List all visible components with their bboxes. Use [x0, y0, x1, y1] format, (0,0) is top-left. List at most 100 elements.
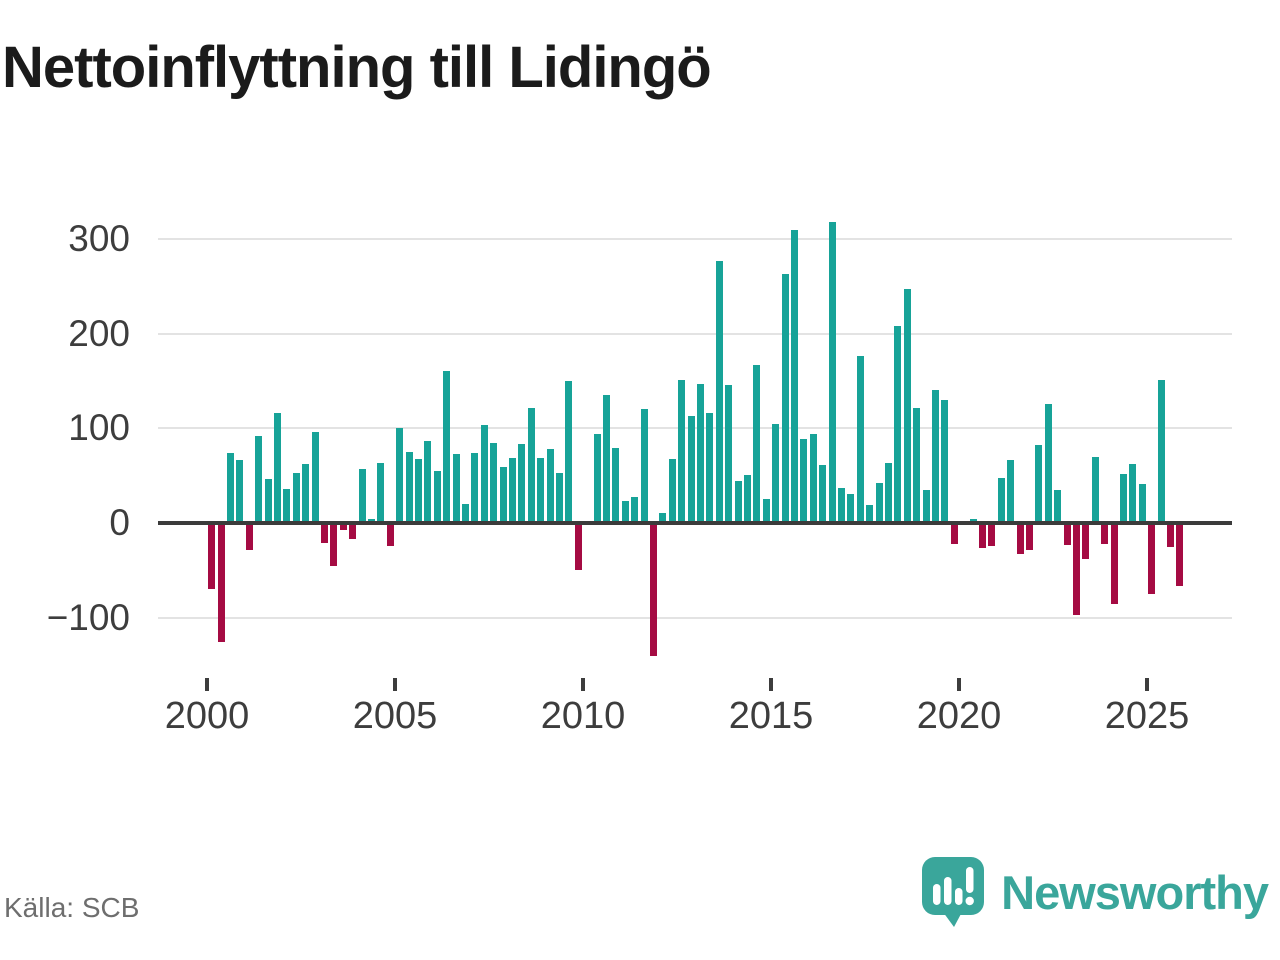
x-tick-2000: [205, 678, 209, 691]
bar-2009-Q4: [574, 523, 582, 571]
bar-2015-Q3: [791, 229, 798, 523]
bar-2011-Q1: [621, 501, 629, 523]
bar-2002-Q2: [292, 472, 300, 523]
bar-2022-Q4: [1063, 523, 1071, 545]
newsworthy-logo-icon: [922, 857, 985, 927]
newsworthy-logo: Newsworthy: [921, 856, 1269, 928]
bar-2015-Q4: [800, 438, 808, 523]
bar-2011-Q4: [650, 523, 657, 657]
bar-2017-Q4: [875, 483, 883, 523]
bar-2018-Q2: [894, 326, 902, 523]
gridline--100: [158, 616, 1232, 619]
bar-2013-Q2: [706, 413, 714, 523]
x-tick-2025: [1145, 678, 1149, 691]
bar-2024-Q1: [1110, 523, 1118, 605]
bar-2023-Q4: [1101, 523, 1109, 544]
bar-2001-Q1: [245, 523, 253, 550]
bar-2014-Q3: [753, 364, 761, 523]
bar-2012-Q4: [687, 416, 695, 523]
bar-2016-Q4: [838, 487, 845, 523]
bar-2001-Q4: [274, 413, 281, 523]
gridline-300: [158, 237, 1232, 240]
bar-2005-Q3: [415, 458, 422, 523]
bar-2009-Q3: [565, 380, 573, 523]
source-label: Källa: SCB: [4, 892, 140, 923]
newsworthy-wordmark: Newsworthy: [1001, 865, 1269, 919]
bar-2021-Q2: [1007, 459, 1015, 523]
x-tick-2005: [393, 678, 397, 691]
bar-2024-Q4: [1138, 484, 1146, 523]
bar-2025-Q2: [1157, 380, 1165, 523]
bar-2002-Q4: [311, 432, 319, 523]
bar-2010-Q4: [612, 448, 620, 523]
bar-2020-Q3: [979, 523, 986, 548]
bar-2014-Q4: [762, 499, 770, 523]
y-tick-label-200: 200: [68, 312, 130, 354]
bar-2004-Q4: [386, 523, 394, 546]
bar-2014-Q1: [734, 481, 742, 523]
bar-2015-Q2: [781, 274, 789, 523]
bar-2000-Q4: [236, 459, 244, 523]
bar-2007-Q3: [490, 442, 498, 523]
bar-2014-Q2: [744, 474, 751, 523]
bar-2006-Q1: [433, 470, 441, 523]
bar-2022-Q1: [1035, 445, 1043, 523]
bar-2006-Q2: [443, 370, 451, 523]
bar-2000-Q1: [208, 523, 216, 590]
x-tick-label-2000: 2000: [164, 695, 250, 737]
y-tick-label-0: 0: [109, 502, 130, 543]
bar-2003-Q3: [339, 523, 347, 530]
x-tick-2015: [769, 678, 773, 691]
bar-2022-Q3: [1054, 489, 1062, 523]
bar-2019-Q4: [950, 523, 958, 544]
bar-2025-Q4: [1176, 523, 1184, 587]
bar-2008-Q4: [537, 457, 545, 523]
bar-2023-Q2: [1082, 523, 1090, 559]
bar-2007-Q4: [499, 467, 507, 523]
bar-2006-Q4: [462, 504, 469, 523]
y-tick-label-300: 300: [68, 217, 130, 259]
bar-2008-Q2: [518, 444, 526, 523]
x-tick-2010: [581, 678, 585, 691]
bar-2024-Q2: [1120, 473, 1127, 523]
bar-2021-Q3: [1016, 523, 1024, 555]
bar-2017-Q3: [866, 505, 874, 523]
bar-2009-Q1: [546, 449, 554, 523]
bar-2005-Q2: [405, 451, 413, 523]
bar-2016-Q1: [809, 434, 817, 523]
bar-2001-Q2: [255, 435, 263, 523]
x-tick-label-2010: 2010: [540, 695, 626, 737]
bar-2015-Q1: [772, 423, 780, 523]
x-tick-label-2020: 2020: [916, 695, 1002, 737]
bar-2005-Q4: [424, 440, 432, 523]
bar-2001-Q3: [264, 479, 272, 523]
bar-2016-Q3: [828, 221, 836, 523]
bar-2011-Q2: [631, 497, 639, 523]
bar-2013-Q4: [725, 384, 733, 523]
bar-2025-Q3: [1167, 523, 1174, 547]
bar-2013-Q1: [697, 383, 704, 523]
bar-2010-Q2: [593, 434, 601, 523]
plot-area: 300 200 100 0 −100 2000 2005 2010 2015 2020 2025: [46, 217, 1232, 737]
gridline-200: [158, 332, 1232, 335]
y-tick-label--100: −100: [46, 596, 130, 638]
bar-2017-Q1: [847, 493, 855, 523]
bar-2018-Q1: [885, 463, 892, 523]
y-tick-label-100: 100: [68, 407, 130, 449]
bar-2012-Q3: [678, 380, 686, 523]
bar-2019-Q3: [941, 399, 949, 523]
gridline-100: [158, 427, 1232, 430]
x-tick-label-2015: 2015: [728, 695, 814, 737]
bar-2006-Q3: [452, 453, 460, 523]
bar-2000-Q3: [227, 452, 234, 523]
bar-2003-Q1: [321, 523, 328, 543]
chart-title: Nettoinflyttning till Lidingö: [2, 35, 712, 100]
bar-2018-Q3: [903, 289, 911, 523]
bar-2009-Q2: [556, 472, 563, 523]
x-tick-label-2005: 2005: [352, 695, 438, 737]
bar-2008-Q1: [509, 457, 516, 523]
bar-2010-Q3: [603, 395, 610, 523]
x-tick-2020: [957, 678, 961, 691]
bar-2004-Q1: [358, 469, 366, 523]
bar-2004-Q3: [377, 463, 385, 523]
